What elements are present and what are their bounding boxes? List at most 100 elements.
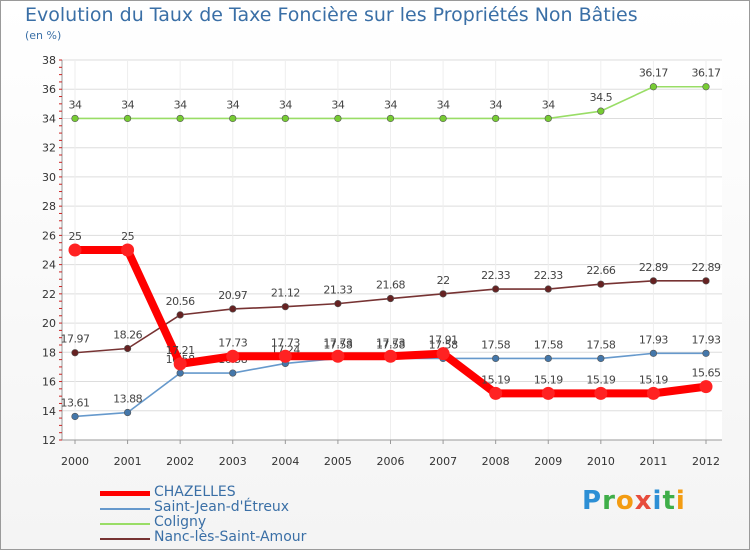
data-point-saint-jean-d-treux: [597, 354, 605, 363]
y-tick-label: 12: [42, 434, 56, 447]
data-point-chazelles: [331, 349, 345, 363]
data-label-chazelles: 25: [69, 230, 82, 243]
data-point-nanc-l-s-saint-amour: [386, 294, 395, 303]
data-point-chazelles: [594, 386, 608, 400]
y-tick-label: 16: [42, 376, 56, 389]
data-label-nanc-l-s-saint-amour: 18.26: [113, 329, 142, 342]
data-point-coligny: [334, 114, 342, 123]
data-label-chazelles: 15.19: [534, 373, 563, 386]
data-label-nanc-l-s-saint-amour: 22.33: [481, 269, 510, 282]
data-point-coligny: [439, 114, 447, 123]
data-point-chazelles: [489, 386, 503, 400]
data-label-nanc-l-s-saint-amour: 22.89: [639, 261, 668, 274]
y-tick-label: 26: [42, 229, 56, 242]
x-tick-label: 2012: [692, 455, 720, 468]
y-tick-label: 22: [42, 288, 56, 301]
legend-label-chazelles: CHAZELLES: [154, 484, 236, 500]
data-label-chazelles: 17.73: [271, 336, 300, 349]
data-point-nanc-l-s-saint-amour: [123, 344, 132, 353]
data-point-chazelles: [699, 380, 713, 394]
data-point-nanc-l-s-saint-amour: [702, 277, 710, 285]
data-point-saint-jean-d-treux: [544, 354, 552, 363]
data-point-nanc-l-s-saint-amour: [439, 290, 447, 298]
data-point-nanc-l-s-saint-amour: [229, 305, 237, 313]
data-label-chazelles: 15.19: [481, 373, 510, 386]
data-label-coligny: 34.5: [590, 91, 613, 104]
x-tick-label: 2009: [534, 455, 562, 468]
logo-letter: x: [634, 486, 653, 516]
x-tick-label: 2007: [429, 455, 457, 468]
data-point-saint-jean-d-treux: [492, 354, 500, 363]
legend-label-coligny: Coligny: [154, 514, 207, 530]
logo-letter: i: [652, 486, 663, 516]
data-label-chazelles: 17.21: [166, 344, 195, 357]
data-point-coligny: [229, 114, 237, 123]
y-tick-label: 18: [42, 346, 56, 359]
data-label-coligny: 34: [384, 98, 397, 111]
data-point-chazelles: [436, 347, 450, 361]
data-point-saint-jean-d-treux: [649, 349, 658, 357]
logo-letter: P: [582, 486, 603, 516]
proxiti-logo: Proxiti: [582, 486, 686, 516]
x-tick-label: 2000: [61, 455, 89, 468]
data-label-saint-jean-d-treux: 17.93: [692, 333, 721, 346]
x-tick-label: 2008: [482, 455, 510, 468]
logo-letter: o: [615, 486, 635, 516]
data-point-nanc-l-s-saint-amour: [281, 303, 289, 311]
data-point-chazelles: [226, 349, 240, 363]
data-label-coligny: 34: [121, 98, 134, 111]
y-tick-label: 30: [42, 171, 56, 184]
y-tick-label: 36: [42, 83, 56, 96]
y-tick-label: 32: [42, 142, 56, 155]
data-point-chazelles: [173, 357, 187, 371]
data-label-coligny: 34: [226, 98, 239, 111]
data-point-saint-jean-d-treux: [71, 412, 79, 421]
legend-label-saint-jean: Saint-Jean-d'Étreux: [154, 499, 290, 515]
data-label-nanc-l-s-saint-amour: 22.66: [586, 264, 615, 277]
data-label-coligny: 34: [69, 98, 82, 111]
data-point-coligny: [176, 114, 184, 123]
logo-letter: r: [602, 486, 616, 516]
data-label-coligny: 34: [174, 98, 187, 111]
data-label-nanc-l-s-saint-amour: 21.33: [323, 284, 352, 297]
data-label-nanc-l-s-saint-amour: 22.89: [692, 261, 721, 274]
y-tick-label: 34: [42, 112, 56, 125]
legend-swatch-chazelles: [100, 491, 150, 496]
data-point-chazelles: [68, 243, 82, 257]
data-point-nanc-l-s-saint-amour: [334, 300, 342, 308]
y-tick-label: 24: [42, 259, 56, 272]
y-tick-label: 28: [42, 200, 56, 213]
data-label-nanc-l-s-saint-amour: 21.68: [376, 279, 405, 292]
x-tick-label: 2001: [114, 455, 142, 468]
data-point-nanc-l-s-saint-amour: [544, 285, 552, 293]
data-label-coligny: 36.17: [639, 67, 668, 80]
y-tick-label: 14: [42, 405, 56, 418]
data-label-nanc-l-s-saint-amour: 20.97: [218, 289, 247, 302]
data-label-chazelles: 17.73: [218, 336, 247, 349]
data-point-nanc-l-s-saint-amour: [597, 280, 605, 288]
x-tick-label: 2002: [166, 455, 194, 468]
data-point-coligny: [281, 114, 289, 123]
data-label-chazelles: 25: [121, 230, 134, 243]
data-point-coligny: [649, 83, 658, 91]
data-label-nanc-l-s-saint-amour: 21.12: [271, 287, 300, 300]
data-label-saint-jean-d-treux: 17.58: [323, 338, 352, 351]
data-point-saint-jean-d-treux: [123, 408, 132, 417]
legend-swatch-coligny: [100, 523, 150, 525]
chart-title: Evolution du Taux de Taxe Foncière sur l…: [25, 4, 638, 26]
data-label-coligny: 36.17: [692, 67, 721, 80]
x-tick-label: 2010: [587, 455, 615, 468]
y-tick-label: 38: [42, 54, 56, 67]
data-label-nanc-l-s-saint-amour: 22.33: [534, 269, 563, 282]
logo-letter: t: [662, 486, 676, 516]
x-tick-label: 2004: [271, 455, 299, 468]
data-label-saint-jean-d-treux: 17.93: [639, 333, 668, 346]
data-label-chazelles: 17.73: [323, 336, 352, 349]
data-point-nanc-l-s-saint-amour: [649, 277, 658, 285]
data-label-coligny: 34: [489, 98, 502, 111]
data-point-saint-jean-d-treux: [229, 369, 237, 377]
logo-letter: i: [675, 486, 686, 516]
data-label-nanc-l-s-saint-amour: 20.56: [166, 295, 195, 308]
data-point-nanc-l-s-saint-amour: [176, 311, 184, 319]
data-label-chazelles: 15.19: [639, 373, 668, 386]
